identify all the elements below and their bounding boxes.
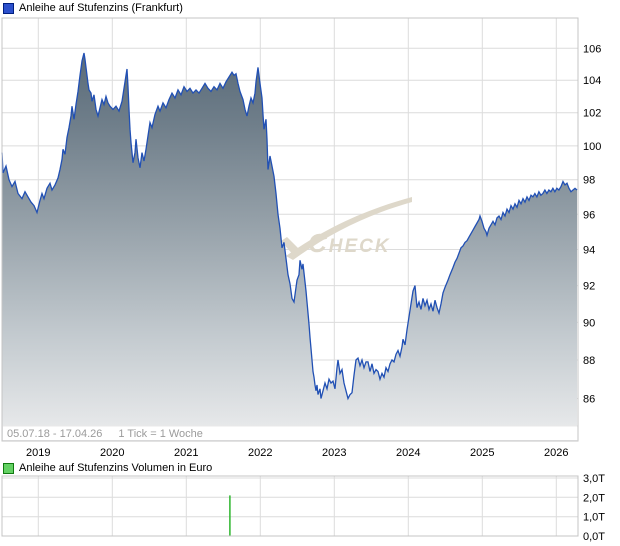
svg-text:106: 106 <box>583 43 601 55</box>
svg-text:2020: 2020 <box>100 447 124 459</box>
svg-text:94: 94 <box>583 245 595 257</box>
volume-series-swatch-icon <box>3 462 14 474</box>
price-area-fill <box>2 53 577 441</box>
svg-text:2019: 2019 <box>26 447 50 459</box>
svg-text:98: 98 <box>583 175 595 187</box>
price-y-axis-labels: 106 104 102 100 98 96 94 92 90 88 86 <box>583 43 601 405</box>
svg-text:2021: 2021 <box>174 447 198 459</box>
price-series-swatch-icon <box>3 2 14 14</box>
svg-text:1,0T: 1,0T <box>583 512 605 524</box>
svg-text:104: 104 <box>583 75 601 87</box>
svg-text:2026: 2026 <box>544 447 568 459</box>
svg-text:2025: 2025 <box>470 447 494 459</box>
volume-plot-border <box>1 475 579 537</box>
price-chart-legend: Anleihe auf Stufenzins (Frankfurt) <box>3 2 183 14</box>
svg-text:3,0T: 3,0T <box>583 473 605 485</box>
svg-text:2024: 2024 <box>396 447 420 459</box>
watermark: CHECK <box>281 197 412 260</box>
price-plot-area[interactable] <box>2 18 578 441</box>
price-plot-border <box>1 17 579 442</box>
date-range-label: 05.07.18 - 17.04.26 <box>7 428 103 440</box>
svg-text:2022: 2022 <box>248 447 272 459</box>
tick-resolution-label: 1 Tick = 1 Woche <box>118 428 203 440</box>
chart-footer-info: 05.07.18 - 17.04.26 1 Tick = 1 Woche <box>7 428 209 440</box>
svg-text:96: 96 <box>583 209 595 221</box>
volume-chart-legend: Anleihe auf Stufenzins Volumen in Euro <box>3 462 212 474</box>
svg-text:0,0T: 0,0T <box>583 531 605 543</box>
svg-text:2,0T: 2,0T <box>583 492 605 504</box>
watermark-text: CHECK <box>308 228 391 258</box>
svg-text:86: 86 <box>583 394 595 406</box>
svg-text:92: 92 <box>583 281 595 293</box>
volume-plot-area[interactable] <box>2 476 578 536</box>
price-line <box>1 52 578 401</box>
volume-chart-title: Anleihe auf Stufenzins Volumen in Euro <box>19 462 213 474</box>
price-chart-title: Anleihe auf Stufenzins (Frankfurt) <box>19 2 183 14</box>
svg-text:2023: 2023 <box>322 447 346 459</box>
svg-text:88: 88 <box>583 355 595 367</box>
svg-text:100: 100 <box>583 141 601 153</box>
x-axis-labels: 2019 2020 2021 2022 2023 2024 2025 2026 <box>26 447 568 459</box>
volume-grid <box>2 476 578 536</box>
volume-y-axis-labels: 3,0T 2,0T 1,0T 0,0T <box>583 473 605 543</box>
svg-text:90: 90 <box>583 317 595 329</box>
svg-text:102: 102 <box>583 108 601 120</box>
